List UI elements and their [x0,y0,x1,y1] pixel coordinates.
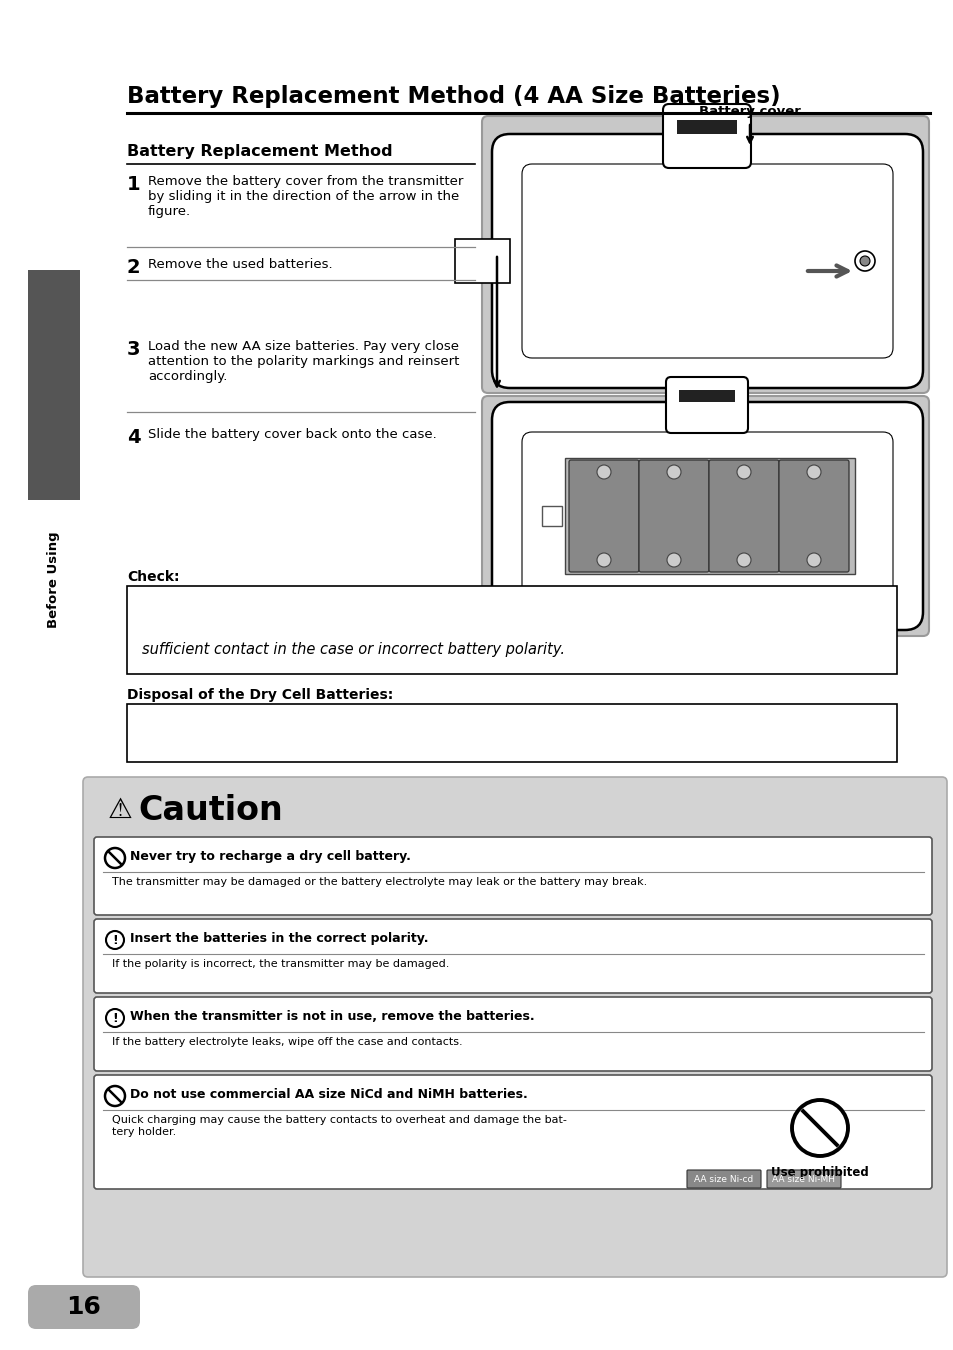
FancyBboxPatch shape [455,239,510,284]
Text: The transmitter may be damaged or the battery electrolyte may leak or the batter: The transmitter may be damaged or the ba… [112,878,646,887]
FancyBboxPatch shape [28,270,80,500]
Text: !: ! [112,1012,118,1026]
Text: Do not use commercial AA size NiCd and NiMH batteries.: Do not use commercial AA size NiCd and N… [130,1088,527,1102]
Text: sufficient contact in the case or incorrect battery polarity.: sufficient contact in the case or incorr… [142,643,564,657]
Circle shape [859,256,869,266]
Text: Slide the battery cover back onto the case.: Slide the battery cover back onto the ca… [148,428,436,441]
Circle shape [666,554,680,567]
Text: ⚠: ⚠ [108,796,132,824]
Text: Remove the used batteries.: Remove the used batteries. [148,258,333,271]
Text: Battery Replacement Method (4 AA Size Batteries): Battery Replacement Method (4 AA Size Ba… [127,85,780,108]
Text: Disposal of the Dry Cell Batteries:: Disposal of the Dry Cell Batteries: [127,688,393,702]
Circle shape [737,464,750,479]
FancyBboxPatch shape [83,778,946,1277]
FancyBboxPatch shape [94,1075,931,1189]
Text: Remove the battery cover from the transmitter
by sliding it in the direction of : Remove the battery cover from the transm… [148,176,463,217]
Text: 1: 1 [127,176,140,194]
FancyBboxPatch shape [677,120,737,134]
FancyBboxPatch shape [127,586,896,674]
Text: Load the new AA size batteries. Pay very close
attention to the polarity marking: Load the new AA size batteries. Pay very… [148,340,459,383]
FancyBboxPatch shape [541,506,561,526]
Circle shape [854,251,874,271]
Text: Before Using: Before Using [48,532,60,628]
FancyBboxPatch shape [568,460,639,572]
FancyBboxPatch shape [127,703,896,761]
FancyBboxPatch shape [662,104,750,167]
Circle shape [791,1100,847,1156]
Text: Never try to recharge a dry cell battery.: Never try to recharge a dry cell battery… [130,850,411,863]
FancyBboxPatch shape [94,837,931,915]
Circle shape [737,554,750,567]
Text: Quick charging may cause the battery contacts to overheat and damage the bat-
te: Quick charging may cause the battery con… [112,1115,566,1137]
FancyBboxPatch shape [481,116,928,393]
Text: If the battery electrolyte leaks, wipe off the case and contacts.: If the battery electrolyte leaks, wipe o… [112,1037,462,1048]
Text: Check:: Check: [127,570,179,585]
Text: Battery cover: Battery cover [699,105,801,117]
Text: !: ! [112,934,118,948]
FancyBboxPatch shape [492,134,923,387]
Circle shape [105,848,125,868]
FancyBboxPatch shape [521,432,892,599]
Circle shape [106,1008,124,1027]
Text: AA size Ni-cd: AA size Ni-cd [694,1174,753,1184]
Circle shape [597,464,610,479]
FancyBboxPatch shape [686,1170,760,1188]
Text: 2: 2 [127,258,140,277]
Text: AA size Ni-MH: AA size Ni-MH [772,1174,835,1184]
FancyBboxPatch shape [679,390,734,402]
FancyBboxPatch shape [779,460,848,572]
FancyBboxPatch shape [28,1285,140,1328]
Circle shape [806,464,821,479]
Text: 4: 4 [127,428,140,447]
Circle shape [666,464,680,479]
Text: Caution: Caution [138,794,282,828]
FancyBboxPatch shape [481,396,928,636]
FancyBboxPatch shape [639,460,708,572]
Text: 16: 16 [67,1295,101,1319]
Circle shape [105,1085,125,1106]
Circle shape [597,554,610,567]
Text: Use prohibited: Use prohibited [770,1166,868,1179]
Circle shape [806,554,821,567]
Text: 3: 3 [127,340,140,359]
Text: Insert the batteries in the correct polarity.: Insert the batteries in the correct pola… [130,931,428,945]
FancyBboxPatch shape [94,919,931,994]
FancyBboxPatch shape [708,460,779,572]
Text: Battery Replacement Method: Battery Replacement Method [127,144,393,159]
FancyBboxPatch shape [766,1170,841,1188]
Text: If the polarity is incorrect, the transmitter may be damaged.: If the polarity is incorrect, the transm… [112,958,449,969]
Circle shape [106,931,124,949]
FancyBboxPatch shape [521,163,892,358]
FancyBboxPatch shape [564,458,854,574]
FancyBboxPatch shape [94,998,931,1071]
Text: When the transmitter is not in use, remove the batteries.: When the transmitter is not in use, remo… [130,1010,534,1023]
FancyBboxPatch shape [492,402,923,630]
FancyBboxPatch shape [665,377,747,433]
